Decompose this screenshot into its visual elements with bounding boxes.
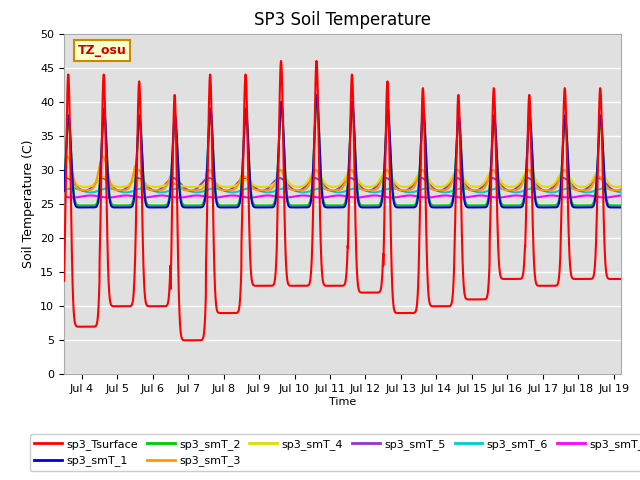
sp3_smT_1 (313, 92, 321, 98)
sp3_smT_5 (63, 175, 70, 181)
sp3_smT_4 (60, 176, 68, 181)
sp3_smT_4 (606, 182, 614, 188)
sp3_smT_1 (124, 204, 132, 210)
sp3_smT_2 (60, 184, 68, 190)
sp3_smT_6 (157, 190, 164, 195)
sp3_smT_4 (547, 183, 554, 189)
sp3_smT_2 (274, 166, 282, 171)
sp3_smT_6 (274, 187, 282, 193)
sp3_smT_7 (617, 192, 625, 198)
Y-axis label: Soil Temperature (C): Soil Temperature (C) (22, 140, 35, 268)
sp3_smT_7 (157, 192, 164, 198)
Legend: sp3_Tsurface, sp3_smT_1, sp3_smT_2, sp3_smT_3, sp3_smT_4, sp3_smT_5, sp3_smT_6, : sp3_Tsurface, sp3_smT_1, sp3_smT_2, sp3_… (29, 434, 640, 471)
Title: SP3 Soil Temperature: SP3 Soil Temperature (254, 11, 431, 29)
Line: sp3_smT_5: sp3_smT_5 (64, 178, 621, 191)
sp3_smT_1 (606, 204, 614, 210)
sp3_smT_2 (547, 203, 554, 208)
sp3_smT_7 (124, 192, 132, 198)
sp3_smT_2 (83, 203, 90, 208)
sp3_smT_5 (298, 186, 306, 192)
sp3_smT_3 (298, 187, 306, 193)
sp3_smT_1 (157, 204, 164, 210)
sp3_smT_2 (124, 203, 132, 208)
sp3_smT_6 (530, 185, 538, 191)
sp3_smT_6 (60, 188, 68, 193)
sp3_smT_5 (274, 176, 282, 181)
Line: sp3_smT_4: sp3_smT_4 (64, 170, 621, 187)
sp3_smT_6 (298, 190, 306, 195)
X-axis label: Time: Time (329, 397, 356, 407)
sp3_smT_7 (530, 195, 538, 201)
sp3_smT_3 (274, 170, 282, 176)
sp3_smT_2 (617, 203, 625, 208)
sp3_Tsurface (60, 278, 68, 284)
sp3_smT_5 (617, 187, 625, 192)
sp3_smT_5 (60, 176, 68, 182)
sp3_smT_2 (298, 203, 306, 208)
Line: sp3_smT_7: sp3_smT_7 (64, 195, 621, 198)
sp3_smT_4 (124, 183, 131, 189)
sp3_smT_3 (157, 187, 164, 193)
sp3_smT_3 (64, 154, 72, 159)
sp3_smT_3 (124, 186, 132, 192)
sp3_smT_3 (617, 187, 625, 193)
sp3_smT_5 (471, 188, 479, 194)
sp3_smT_7 (60, 193, 68, 199)
sp3_smT_2 (606, 203, 614, 208)
Text: TZ_osu: TZ_osu (78, 44, 127, 57)
sp3_smT_7 (298, 192, 306, 198)
sp3_smT_5 (606, 185, 614, 191)
sp3_smT_1 (60, 188, 68, 194)
sp3_smT_1 (274, 170, 282, 176)
sp3_smT_3 (188, 188, 196, 193)
sp3_smT_1 (547, 204, 554, 210)
sp3_Tsurface (617, 276, 625, 282)
sp3_Tsurface (188, 337, 196, 343)
sp3_smT_1 (617, 204, 625, 210)
sp3_smT_6 (124, 190, 132, 195)
sp3_Tsurface (277, 58, 285, 64)
sp3_Tsurface (157, 303, 164, 309)
sp3_smT_4 (274, 169, 282, 175)
sp3_Tsurface (124, 303, 131, 309)
Line: sp3_smT_3: sp3_smT_3 (64, 156, 621, 191)
sp3_smT_2 (157, 203, 164, 208)
Line: sp3_smT_6: sp3_smT_6 (64, 188, 621, 192)
sp3_Tsurface (606, 276, 614, 282)
sp3_smT_3 (60, 163, 68, 169)
Line: sp3_smT_2: sp3_smT_2 (64, 102, 621, 205)
Line: sp3_smT_1: sp3_smT_1 (64, 95, 621, 207)
sp3_smT_4 (298, 183, 306, 189)
sp3_smT_3 (547, 187, 554, 193)
sp3_smT_7 (274, 194, 282, 200)
sp3_smT_5 (157, 186, 164, 192)
sp3_smT_6 (86, 190, 94, 195)
sp3_Tsurface (547, 283, 554, 288)
sp3_smT_7 (606, 194, 614, 200)
sp3_smT_5 (547, 186, 554, 192)
sp3_smT_1 (298, 204, 306, 210)
sp3_smT_4 (157, 184, 164, 190)
sp3_smT_7 (547, 192, 554, 198)
sp3_Tsurface (298, 283, 306, 288)
sp3_smT_7 (86, 192, 94, 198)
sp3_smT_6 (547, 190, 554, 195)
sp3_smT_6 (606, 186, 614, 192)
sp3_smT_1 (83, 204, 90, 210)
sp3_smT_4 (188, 184, 196, 190)
sp3_smT_2 (313, 99, 321, 105)
sp3_smT_5 (124, 184, 132, 190)
Line: sp3_Tsurface: sp3_Tsurface (64, 61, 621, 340)
sp3_Tsurface (274, 204, 282, 210)
sp3_smT_6 (617, 190, 625, 195)
sp3_smT_4 (617, 183, 625, 189)
sp3_smT_4 (276, 167, 284, 173)
sp3_smT_3 (606, 187, 614, 192)
